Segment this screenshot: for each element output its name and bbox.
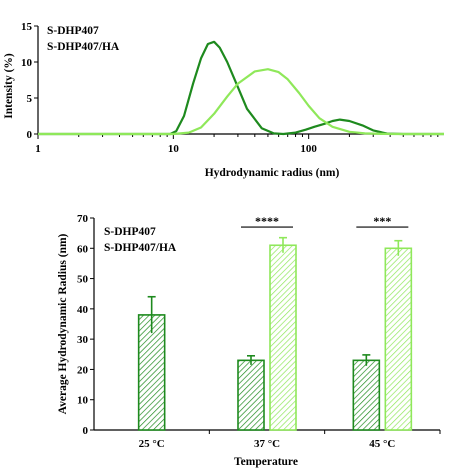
top-legend-entry-s-dhp407-ha: S-DHP407/HA [47, 41, 120, 53]
size-distribution-chart: 0 5 10 15 1 10 100 S-DHP407 S-DHP407/HA Hydrod… [3, 21, 444, 179]
bottom-bars [137, 236, 413, 431]
bottom-y-tick-label: 20 [77, 364, 89, 376]
bottom-y-tick-label: 60 [77, 243, 89, 255]
bottom-y-tick-label: 30 [77, 334, 89, 346]
bottom-x-tick-label: 25 °C [139, 438, 165, 450]
bottom-legend-entry-s-dhp407: S-DHP407 [104, 226, 156, 238]
bottom-x-tick-label: 45 °C [369, 438, 395, 450]
bottom-y-tick-label: 70 [77, 213, 89, 225]
bottom-y-tick-label: 0 [83, 425, 89, 437]
bottom-y-tick-label: 10 [77, 395, 89, 407]
top-y-tick-label: 10 [21, 57, 33, 69]
bottom-legend-entry-s-dhp407-ha: S-DHP407/HA [104, 242, 177, 254]
bar-s-dhp407-ha-37-c [269, 244, 297, 431]
bottom-x-tick-label: 37 °C [254, 438, 280, 450]
bottom-x-axis-title: Temperature [234, 456, 298, 468]
top-legend: S-DHP407 S-DHP407/HA [47, 25, 120, 53]
top-x-tick-label: 1 [35, 143, 41, 155]
significance-label-45-c: *** [373, 214, 391, 228]
series-line-s-dhp407 [38, 40, 444, 136]
top-x-axis-title: Hydrodynamic radius (nm) [205, 167, 340, 179]
bottom-y-tick-label: 50 [77, 274, 89, 286]
top-x-tick-label: 100 [300, 143, 317, 155]
top-x-tick-label: 10 [168, 143, 180, 155]
top-y-tick-label: 5 [27, 93, 33, 105]
top-y-tick-label: 0 [27, 129, 33, 141]
top-y-axis-title: Intensity (%) [3, 53, 15, 119]
top-series [38, 40, 444, 136]
bar-s-dhp407-ha-45-c [384, 247, 413, 431]
bottom-y-tick-label: 40 [77, 304, 89, 316]
top-y-tick-label: 15 [21, 21, 33, 33]
bottom-annotations: **** *** [241, 214, 409, 228]
significance-label-37-c: **** [255, 214, 279, 228]
top-legend-entry-s-dhp407: S-DHP407 [47, 25, 99, 37]
bar-s-dhp407-37-c [237, 359, 265, 431]
bottom-y-axis-title: Average Hydrodynamic Radius (nm) [57, 233, 69, 414]
bar-s-dhp407-45-c [352, 359, 381, 431]
bottom-legend: S-DHP407 S-DHP407/HA [104, 226, 177, 254]
series-line-s-dhp407-ha [38, 68, 444, 136]
